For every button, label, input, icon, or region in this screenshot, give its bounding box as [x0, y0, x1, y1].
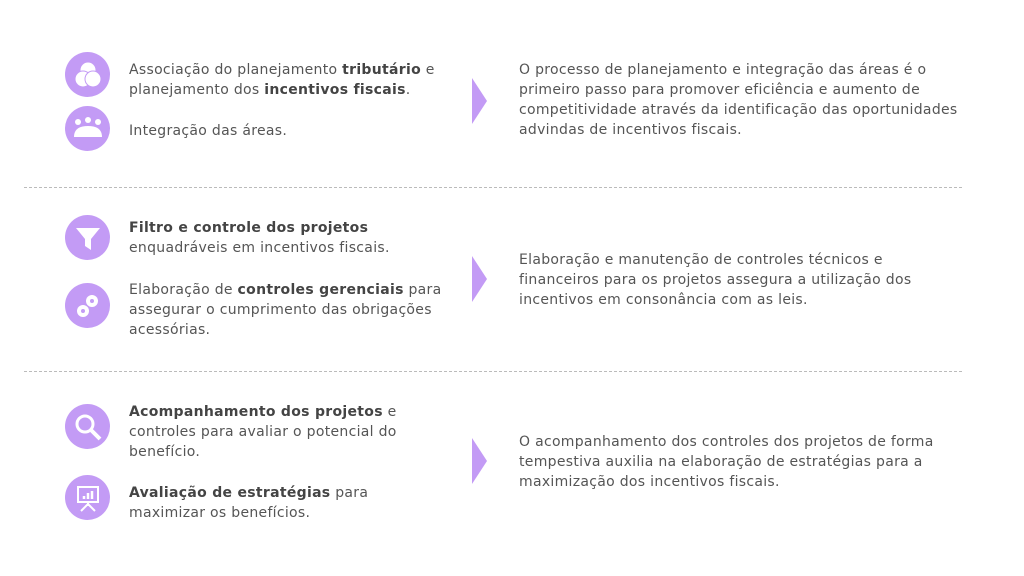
- text: e planejamento dos: [129, 62, 435, 98]
- item-text: Associação do planejamento tributário e …: [129, 60, 449, 100]
- item-text: Acompanhamento dos projetos e controles …: [129, 402, 449, 462]
- arrow-right-icon: [472, 78, 487, 124]
- bold-text: Acompanhamento dos projetos: [129, 404, 383, 420]
- text: Associação do planejamento: [129, 62, 343, 78]
- arrow-right-icon: [472, 438, 487, 484]
- bold-text: controles gerenciais: [237, 282, 404, 298]
- magnifier-icon: [65, 404, 110, 449]
- gears-icon: [65, 283, 110, 328]
- item-text: Elaboração de controles gerenciais para …: [129, 280, 449, 340]
- item-text: Avaliação de estratégias para maximizar …: [129, 483, 449, 523]
- funnel-icon: [65, 215, 110, 260]
- divider: [24, 371, 962, 372]
- bold-text: tributário: [342, 62, 421, 78]
- text: Integração das áreas.: [129, 123, 288, 139]
- text: para maximizar os benefícios.: [129, 485, 369, 521]
- text: para assegurar o cumprimento das obrigaç…: [129, 282, 442, 338]
- row-description: O acompanhamento dos controles dos proje…: [519, 434, 934, 490]
- arrow-right-icon: [472, 256, 487, 302]
- row-description: O processo de planejamento e integração …: [519, 62, 958, 138]
- people-meeting-icon: [65, 106, 110, 151]
- text: enquadráveis em incentivos fiscais.: [129, 240, 390, 256]
- item-text: Filtro e controle dos projetos enquadráv…: [129, 218, 449, 258]
- item-text: Integração das áreas.: [129, 121, 449, 141]
- text: Elaboração de: [129, 282, 238, 298]
- text: e controles para avaliar o potencial do …: [129, 404, 397, 460]
- bold-text: Avaliação de estratégias: [129, 485, 331, 501]
- bold-text: Filtro e controle dos projetos: [129, 220, 369, 236]
- bold-text: incentivos fiscais: [264, 82, 406, 98]
- venn-circles-icon: [65, 52, 110, 97]
- divider: [24, 187, 962, 188]
- row-description: Elaboração e manutenção de controles téc…: [519, 252, 912, 308]
- text: .: [405, 82, 411, 98]
- presentation-chart-icon: [65, 475, 110, 520]
